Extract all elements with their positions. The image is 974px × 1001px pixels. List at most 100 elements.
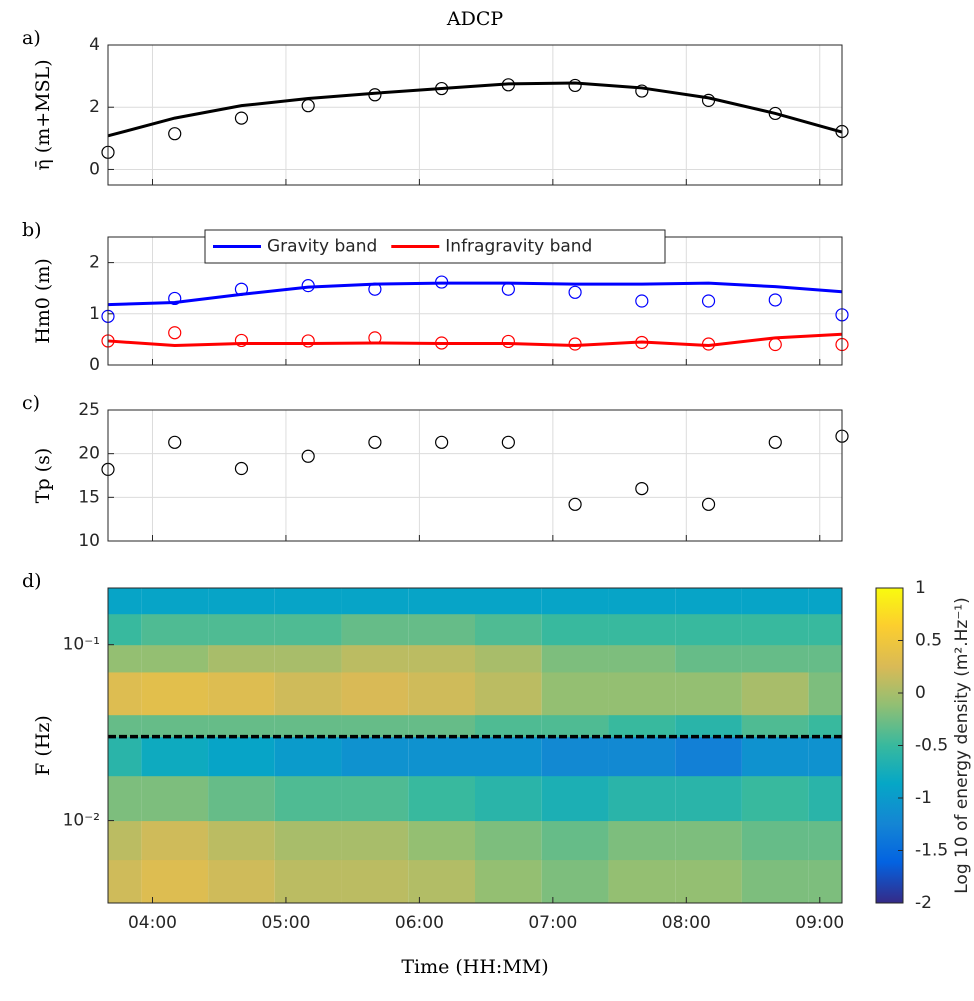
heatmap-cell: [808, 613, 842, 646]
marker: [368, 88, 382, 102]
y-axis-label: Hm0 (m): [32, 258, 54, 344]
colorbar-tick-label: 0: [915, 683, 926, 703]
heatmap-cell: [541, 820, 609, 861]
heatmap-cell: [141, 671, 209, 716]
marker: [368, 331, 382, 345]
heatmap-cell: [541, 859, 609, 904]
heatmap-cell: [675, 613, 742, 646]
heatmap-cell: [675, 588, 742, 615]
marker: [435, 275, 449, 289]
panel-label: d): [22, 570, 42, 592]
heatmap-cell: [675, 859, 742, 904]
heatmap-cell: [208, 644, 275, 673]
colorbar-label: Log 10 of energy density (m².Hz⁻¹): [952, 597, 972, 894]
heatmap-cell: [341, 671, 409, 716]
marker: [635, 294, 649, 308]
marker: [768, 337, 782, 352]
marker: [234, 333, 249, 348]
series-line: [107, 332, 843, 348]
heatmap-cell: [608, 588, 676, 615]
heatmap-cell: [608, 775, 676, 822]
y-tick-label: 25: [78, 400, 100, 420]
heatmap-cell: [108, 736, 142, 777]
heatmap-cell: [108, 644, 142, 673]
heatmap-cell: [541, 613, 609, 646]
heatmap-cell: [741, 613, 809, 646]
marker: [301, 99, 315, 113]
heatmap-cell: [475, 714, 542, 738]
heatmap-cell: [108, 588, 142, 615]
heatmap-cell: [208, 820, 275, 861]
heatmap-cell: [408, 820, 475, 861]
heatmap-cell: [475, 775, 542, 822]
marker: [501, 334, 515, 349]
colorbar-tick-label: -1: [915, 788, 932, 808]
heatmap-cell: [341, 736, 409, 777]
heatmap-cell: [541, 671, 609, 716]
marker: [568, 497, 582, 511]
heatmap-cell: [608, 613, 676, 646]
heatmap-cell: [141, 644, 209, 673]
marker: [435, 435, 449, 449]
marker: [768, 293, 782, 307]
heatmap-cell: [475, 613, 542, 646]
heatmap-cell: [208, 613, 275, 646]
x-tick-label: 06:00: [395, 913, 444, 933]
y-tick-label: 4: [89, 35, 100, 55]
colorbar-tick-label: -2: [915, 893, 932, 913]
heatmap-cell: [141, 613, 209, 646]
heatmap-cell: [608, 736, 676, 777]
x-tick-label: 07:00: [528, 913, 577, 933]
heatmap-cell: [341, 613, 409, 646]
marker: [301, 334, 315, 348]
colorbar-tick-label: -1.5: [915, 841, 948, 861]
axes-box: [107, 409, 843, 542]
marker: [168, 326, 182, 340]
heatmap-cell: [108, 613, 142, 646]
heatmap-cell: [741, 644, 809, 673]
heatmap-cell: [408, 859, 475, 904]
heatmap-cell: [274, 714, 342, 738]
heatmap-cell: [608, 644, 676, 673]
heatmap-cell: [675, 644, 742, 673]
heatmap-cell: [108, 671, 142, 716]
heatmap-cell: [408, 671, 475, 716]
heatmap-cell: [741, 588, 809, 615]
heatmap-cell: [541, 588, 609, 615]
axes-box: [107, 44, 843, 186]
y-tick-label: 20: [78, 444, 100, 464]
y-tick-label: 10⁻¹: [63, 635, 100, 655]
heatmap-cell: [408, 588, 475, 615]
heatmap-cell: [808, 820, 842, 861]
heatmap-cell: [741, 671, 809, 716]
chart-title: ADCP: [446, 8, 503, 30]
heatmap-cell: [408, 613, 475, 646]
marker: [501, 282, 515, 296]
legend-label: Gravity band: [267, 237, 377, 257]
colorbar-tick-label: -0.5: [915, 736, 948, 756]
panel-label: b): [22, 219, 42, 241]
heatmap-cell: [141, 736, 209, 777]
marker: [701, 93, 716, 107]
heatmap-cell: [274, 775, 342, 822]
marker: [568, 337, 582, 351]
marker: [234, 111, 249, 125]
marker: [168, 435, 182, 449]
heatmap-cell: [541, 714, 609, 738]
marker: [368, 435, 382, 449]
marker: [301, 279, 315, 293]
marker: [168, 127, 182, 141]
heatmap-cell: [808, 859, 842, 904]
heatmap-cell: [341, 820, 409, 861]
y-tick-label: 2: [89, 97, 100, 117]
heatmap-cell: [675, 736, 742, 777]
heatmap-cell: [141, 588, 209, 615]
marker: [701, 497, 716, 511]
colorbar-tick-label: 0.5: [915, 631, 942, 651]
marker: [568, 78, 582, 93]
heatmap-cell: [608, 714, 676, 738]
heatmap-cell: [141, 714, 209, 738]
marker: [234, 461, 249, 476]
marker: [635, 335, 649, 350]
